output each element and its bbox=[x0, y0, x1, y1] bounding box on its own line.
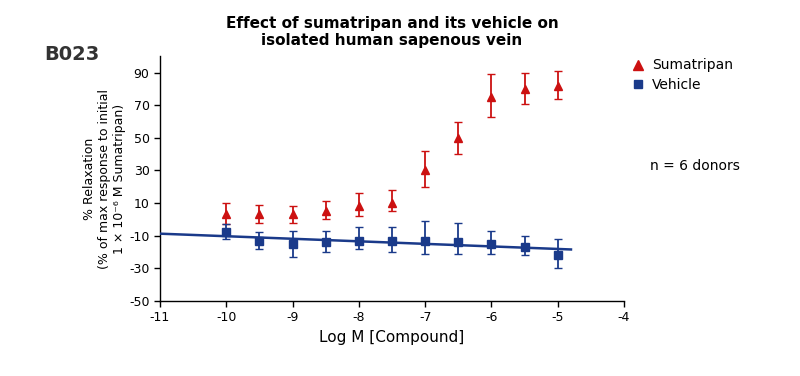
Text: n = 6 donors: n = 6 donors bbox=[650, 159, 739, 173]
X-axis label: Log M [Compound]: Log M [Compound] bbox=[319, 330, 465, 345]
Title: Effect of sumatripan and its vehicle on
isolated human sapenous vein: Effect of sumatripan and its vehicle on … bbox=[226, 16, 558, 48]
Y-axis label: % Relaxation
(% of max response to initial
1 × 10⁻⁶ M Sumatripan): % Relaxation (% of max response to initi… bbox=[83, 89, 126, 268]
Legend: Sumatripan, Vehicle: Sumatripan, Vehicle bbox=[631, 58, 733, 92]
Text: B023: B023 bbox=[44, 45, 99, 64]
